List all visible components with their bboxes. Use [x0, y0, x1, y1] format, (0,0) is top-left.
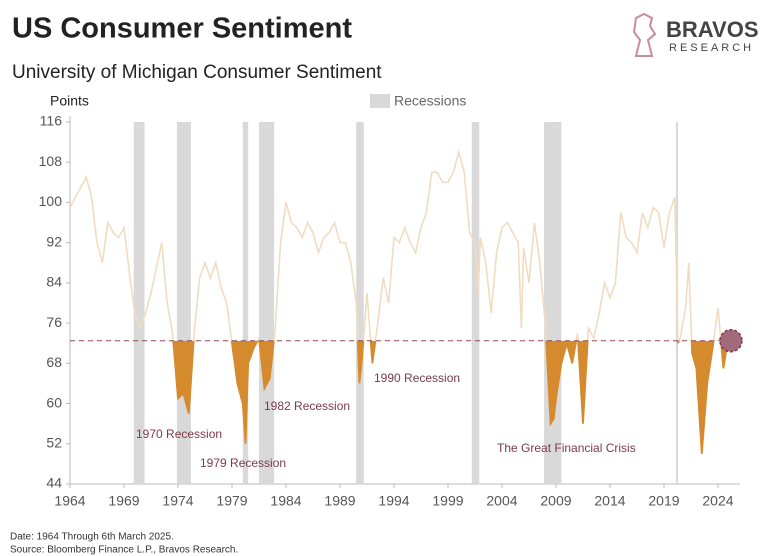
x-tick-label: 2019	[648, 493, 679, 509]
y-tick-label: 60	[46, 394, 62, 410]
y-tick-label: 68	[46, 354, 62, 370]
x-tick-label: 1984	[270, 493, 301, 509]
x-tick-label: 1999	[432, 493, 463, 509]
y-tick-label: 76	[46, 314, 62, 330]
y-tick-label: 116	[40, 113, 63, 129]
legend-swatch	[370, 94, 390, 108]
logo: BRAVOS RESEARCH	[632, 12, 759, 57]
recession-band	[242, 122, 249, 484]
brand-tagline: RESEARCH	[669, 42, 754, 54]
y-tick-label: 92	[46, 233, 62, 249]
y-tick-label: 84	[46, 274, 62, 290]
x-tick-label: 2024	[702, 493, 733, 509]
x-tick-label: 2014	[594, 493, 625, 509]
recession-band	[471, 122, 480, 484]
x-tick-label: 1994	[378, 493, 409, 509]
annotation: The Great Financial Crisis	[497, 441, 636, 455]
footnote: Date: 1964 Through 6th March 2025.	[10, 532, 174, 543]
chart-subtitle: University of Michigan Consumer Sentimen…	[12, 62, 382, 83]
below-area	[173, 340, 729, 454]
x-tick-label: 1979	[216, 493, 247, 509]
annotation: 1979 Recession	[200, 456, 286, 470]
annotation: 1990 Recession	[374, 371, 460, 385]
y-tick-label: 52	[46, 434, 62, 450]
x-tick-label: 1974	[162, 493, 193, 509]
recession-band	[544, 122, 562, 484]
legend-label: Recessions	[394, 93, 466, 109]
y-tick-label: 108	[39, 153, 63, 169]
x-tick-label: 1964	[54, 493, 85, 509]
x-tick-label: 2009	[540, 493, 571, 509]
y-tick-label: 44	[46, 475, 62, 491]
y-axis-label: Points	[50, 93, 89, 109]
latest-marker	[719, 328, 743, 353]
annotation: 1970 Recession	[136, 427, 222, 441]
chart-title: US Consumer Sentiment	[12, 13, 352, 45]
footnote: Source: Bloomberg Finance L.P., Bravos R…	[10, 545, 238, 556]
x-tick-label: 1969	[108, 493, 139, 509]
x-tick-label: 1989	[324, 493, 355, 509]
sentiment-line	[69, 149, 732, 454]
brand-name: BRAVOS	[666, 17, 759, 42]
y-tick-label: 100	[39, 193, 63, 209]
recession-band	[258, 122, 275, 484]
x-tick-label: 2004	[486, 493, 517, 509]
below-line	[172, 340, 731, 454]
recession-band	[356, 122, 364, 484]
recession-band	[133, 122, 145, 484]
annotation: 1982 Recession	[264, 399, 350, 413]
